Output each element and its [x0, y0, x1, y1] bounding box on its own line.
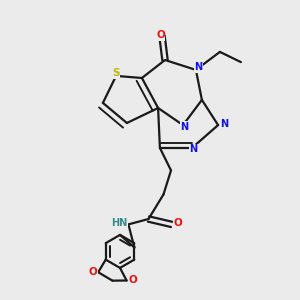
Text: N: N: [194, 62, 202, 73]
Text: S: S: [112, 68, 120, 79]
Text: N: N: [180, 122, 189, 132]
Text: O: O: [174, 218, 183, 228]
Text: O: O: [156, 30, 165, 40]
Text: O: O: [88, 267, 97, 277]
Text: O: O: [128, 275, 137, 285]
Text: N: N: [220, 119, 228, 129]
Text: HN: HN: [111, 218, 128, 228]
Text: N: N: [189, 144, 198, 154]
